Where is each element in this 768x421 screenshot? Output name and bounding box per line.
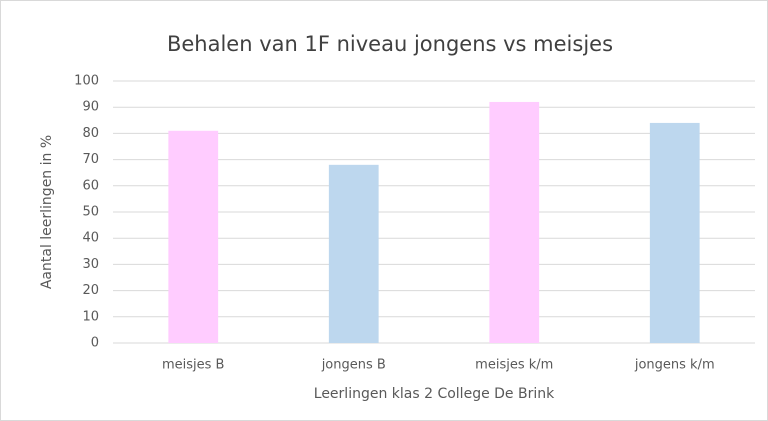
x-tick-label: meisjes B: [162, 358, 224, 373]
x-axis-title: Leerlingen klas 2 College De Brink: [314, 386, 555, 402]
y-tick-label: 50: [82, 205, 99, 220]
y-tick-label: 100: [74, 74, 99, 89]
chart-title: Behalen van 1F niveau jongens vs meisjes: [167, 32, 613, 56]
x-tick-label: jongens B: [321, 358, 386, 373]
y-tick-label: 30: [82, 257, 99, 272]
y-tick-label: 20: [82, 283, 99, 298]
x-tick-label: meisjes k/m: [475, 358, 553, 373]
y-axis-title: Aantal leerlingen in %: [39, 135, 55, 289]
y-tick-label: 10: [82, 309, 99, 324]
y-tick-label: 80: [82, 126, 99, 141]
y-tick-label: 0: [91, 336, 99, 351]
bar: [328, 164, 379, 343]
y-tick-label: 60: [82, 178, 99, 193]
x-tick-label: jongens k/m: [634, 358, 715, 373]
y-tick-label: 90: [82, 100, 99, 115]
bar: [649, 122, 700, 343]
bar: [168, 130, 219, 343]
y-tick-label: 40: [82, 231, 99, 246]
bar: [489, 101, 540, 344]
y-tick-label: 70: [82, 152, 99, 167]
